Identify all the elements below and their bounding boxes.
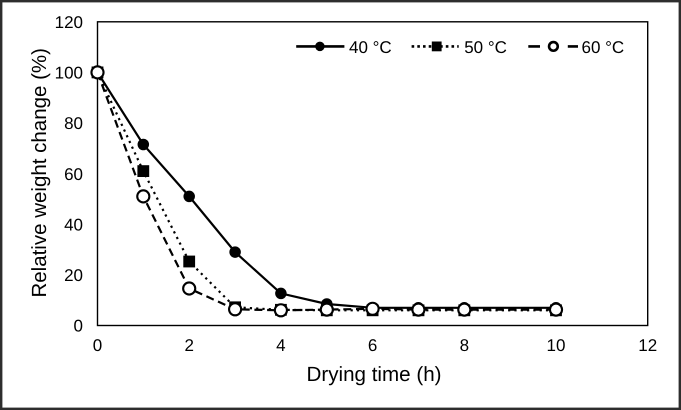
svg-text:20: 20 bbox=[64, 266, 83, 285]
svg-text:Relative weight change (%): Relative weight change (%) bbox=[28, 48, 51, 298]
svg-text:40 °C: 40 °C bbox=[349, 38, 392, 57]
svg-text:0: 0 bbox=[93, 336, 102, 355]
svg-text:4: 4 bbox=[276, 336, 285, 355]
svg-text:80: 80 bbox=[64, 114, 83, 133]
svg-text:8: 8 bbox=[460, 336, 469, 355]
svg-text:12: 12 bbox=[638, 336, 657, 355]
svg-text:6: 6 bbox=[368, 336, 377, 355]
svg-text:100: 100 bbox=[55, 64, 83, 83]
svg-text:40: 40 bbox=[64, 216, 83, 235]
svg-text:60 °C: 60 °C bbox=[582, 38, 625, 57]
svg-text:10: 10 bbox=[547, 336, 566, 355]
svg-text:120: 120 bbox=[55, 13, 83, 32]
svg-text:60: 60 bbox=[64, 165, 83, 184]
svg-text:2: 2 bbox=[184, 336, 193, 355]
svg-text:Drying time (h): Drying time (h) bbox=[306, 363, 441, 386]
svg-text:50 °C: 50 °C bbox=[464, 38, 507, 57]
svg-text:0: 0 bbox=[74, 317, 83, 336]
